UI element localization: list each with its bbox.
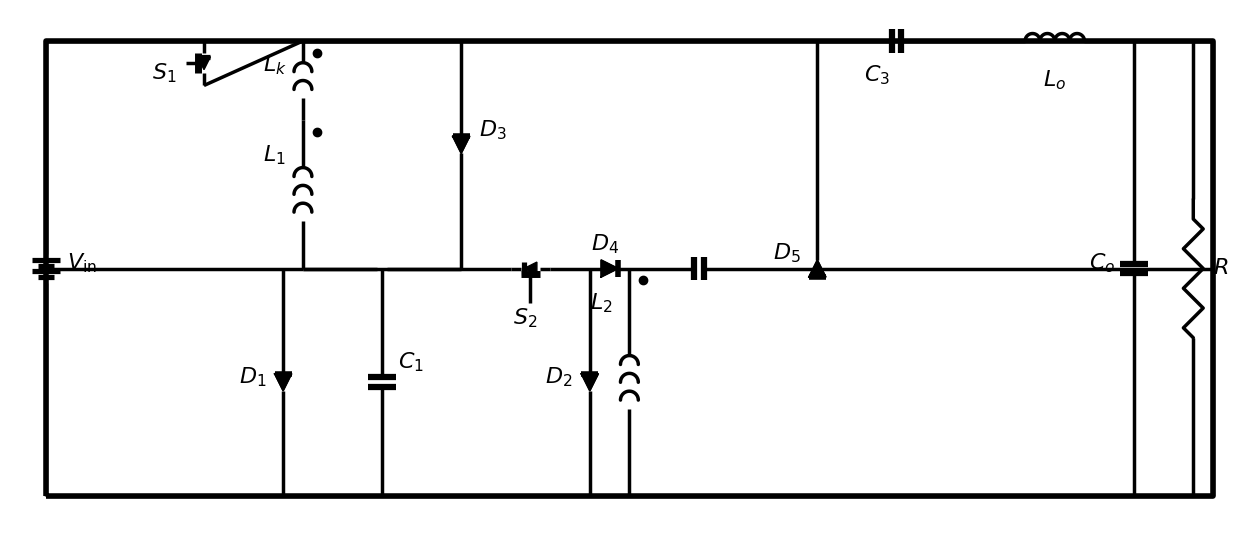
Text: $C_o$: $C_o$ — [1089, 252, 1115, 275]
Text: $L_o$: $L_o$ — [1043, 69, 1067, 92]
Text: $S_2$: $S_2$ — [513, 306, 538, 330]
Text: $V_{\rm in}$: $V_{\rm in}$ — [67, 252, 98, 275]
Text: $C_1$: $C_1$ — [398, 351, 424, 374]
Text: $L_k$: $L_k$ — [264, 54, 287, 77]
Text: $L_1$: $L_1$ — [264, 143, 286, 166]
Polygon shape — [601, 260, 618, 277]
Text: $R$: $R$ — [1213, 258, 1228, 279]
Polygon shape — [197, 57, 211, 70]
Text: $C_3$: $C_3$ — [864, 64, 890, 88]
Polygon shape — [581, 374, 598, 391]
Text: $D_3$: $D_3$ — [479, 118, 507, 142]
Polygon shape — [524, 262, 536, 275]
Polygon shape — [275, 374, 291, 391]
Text: $L_2$: $L_2$ — [590, 292, 612, 315]
Text: $S_1$: $S_1$ — [152, 61, 177, 85]
Text: $D_5$: $D_5$ — [773, 242, 800, 265]
Text: $D_2$: $D_2$ — [545, 366, 572, 389]
Polygon shape — [809, 260, 825, 277]
Text: $D_4$: $D_4$ — [591, 232, 618, 256]
Polygon shape — [452, 136, 470, 153]
Text: $D_1$: $D_1$ — [239, 366, 266, 389]
